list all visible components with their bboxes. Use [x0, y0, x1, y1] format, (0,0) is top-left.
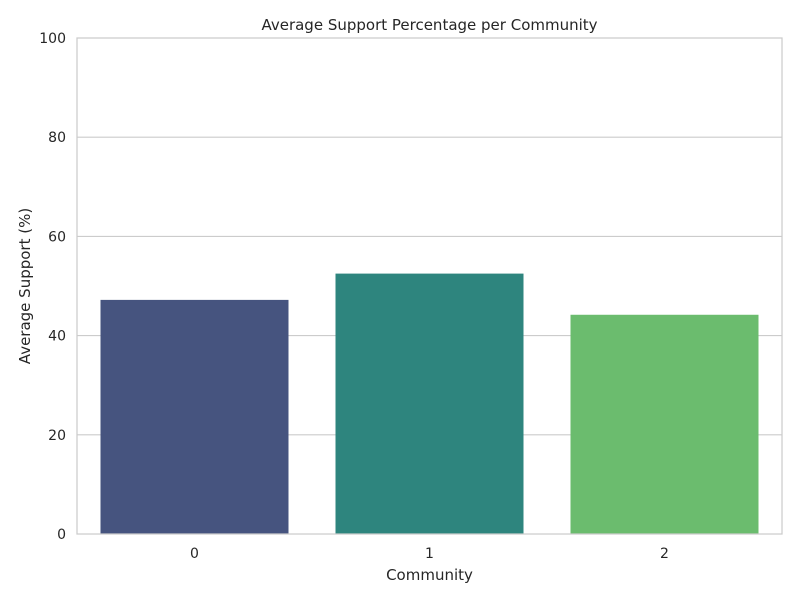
- y-tick-label: 40: [48, 329, 66, 345]
- y-tick-label: 20: [48, 428, 66, 444]
- y-tick-label: 0: [57, 527, 66, 543]
- chart-title: Average Support Percentage per Community: [261, 16, 597, 34]
- y-tick-label: 80: [48, 130, 66, 146]
- y-tick-label: 60: [48, 229, 66, 245]
- bar-community-1: [335, 273, 524, 534]
- y-axis-title: Average Support (%): [16, 208, 34, 364]
- x-tick-labels: 0 1 2: [190, 546, 669, 562]
- bar-community-2: [570, 314, 759, 534]
- x-tick-label: 1: [425, 546, 434, 562]
- x-tick-label: 2: [660, 546, 669, 562]
- x-axis-title: Community: [386, 566, 473, 584]
- y-tick-labels: 0 20 40 60 80 100: [39, 31, 66, 543]
- y-tick-label: 100: [39, 31, 66, 47]
- x-tick-label: 0: [190, 546, 199, 562]
- bar-community-0: [100, 299, 289, 534]
- bars: [100, 273, 759, 534]
- plot-frame: [76, 37, 783, 535]
